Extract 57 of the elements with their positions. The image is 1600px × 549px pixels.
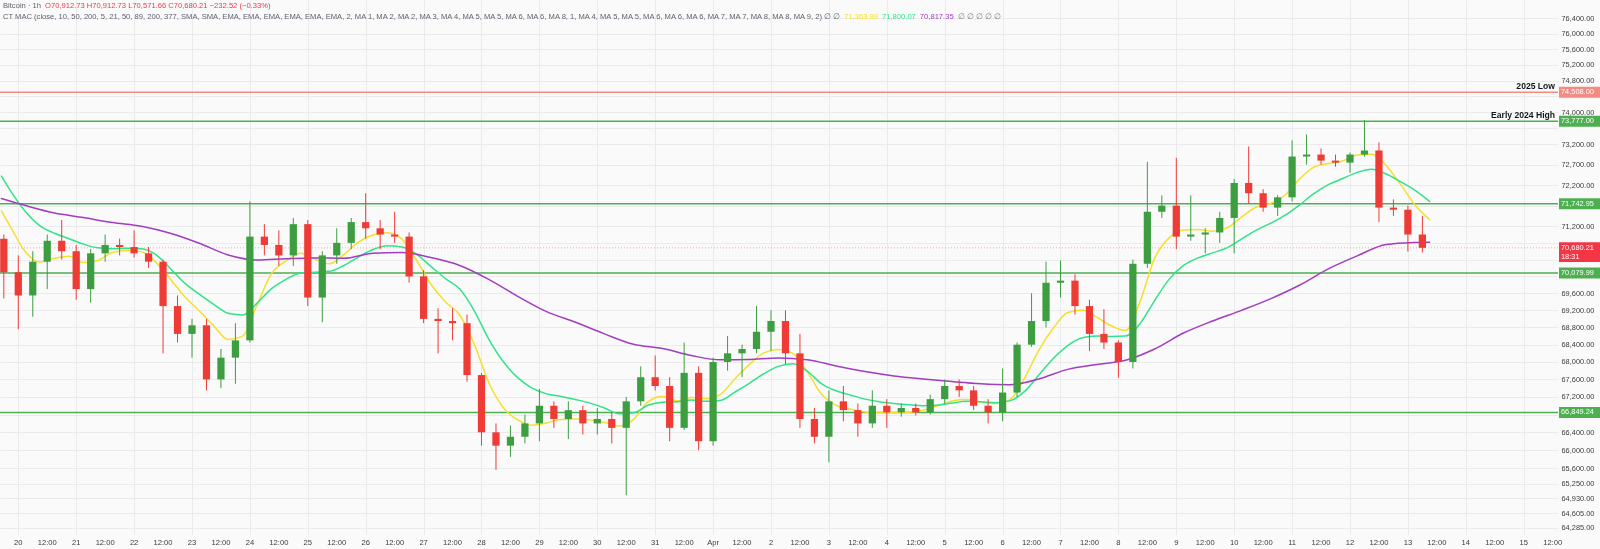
candlestick [1201, 227, 1209, 254]
candlestick [926, 394, 934, 416]
candlestick [752, 305, 761, 354]
candlestick [810, 407, 819, 444]
candlestick [362, 192, 370, 240]
candlestick [854, 403, 862, 438]
candlestick [391, 211, 399, 244]
candlestick [347, 217, 355, 250]
candlestick [1027, 292, 1036, 348]
candlestick [492, 422, 500, 471]
candlestick [1187, 194, 1195, 242]
candlestick [998, 368, 1007, 422]
candlestick [1274, 194, 1282, 217]
candlestick [434, 307, 442, 354]
candlestick [333, 227, 341, 265]
candlestick [970, 385, 978, 411]
candlestick [550, 400, 558, 429]
candlestick [535, 388, 544, 442]
candlestick [941, 378, 949, 405]
candlestick [1346, 152, 1354, 174]
candlestick [839, 385, 847, 422]
candlestick [231, 322, 240, 385]
candlestick [1302, 133, 1311, 166]
candlestick [376, 219, 384, 250]
candlestick [651, 354, 659, 391]
candlestick [723, 335, 732, 372]
candlestick [58, 219, 66, 261]
candlestick [14, 254, 22, 330]
candlestick [1360, 119, 1369, 158]
candlestick [767, 309, 775, 352]
candlestick [144, 246, 153, 269]
candlestick [1317, 147, 1325, 166]
candlestick [608, 411, 616, 444]
candlestick [579, 405, 587, 436]
candlestick [130, 229, 138, 258]
candlestick [260, 223, 268, 256]
candlestick [564, 400, 572, 440]
candlestick [43, 234, 51, 290]
candlestick [217, 348, 225, 389]
candlestick [506, 425, 515, 458]
candlestick [868, 389, 876, 429]
candlestick [521, 414, 529, 444]
candlestick [1100, 308, 1108, 350]
candlestick [1245, 145, 1253, 205]
candlestick [1418, 215, 1426, 253]
candlestick [275, 229, 283, 267]
annotation: 2025 Low [1516, 81, 1556, 92]
candlestick [1158, 194, 1166, 219]
candlestick [1389, 198, 1398, 217]
candlestick [1259, 188, 1267, 213]
candlestick [101, 234, 109, 263]
candlestick [1216, 211, 1224, 244]
candlestick [738, 344, 746, 378]
candlestick [188, 318, 196, 359]
annotation: Early 2024 High [1491, 110, 1556, 121]
candlestick [1056, 259, 1065, 299]
candlestick [1114, 339, 1123, 379]
